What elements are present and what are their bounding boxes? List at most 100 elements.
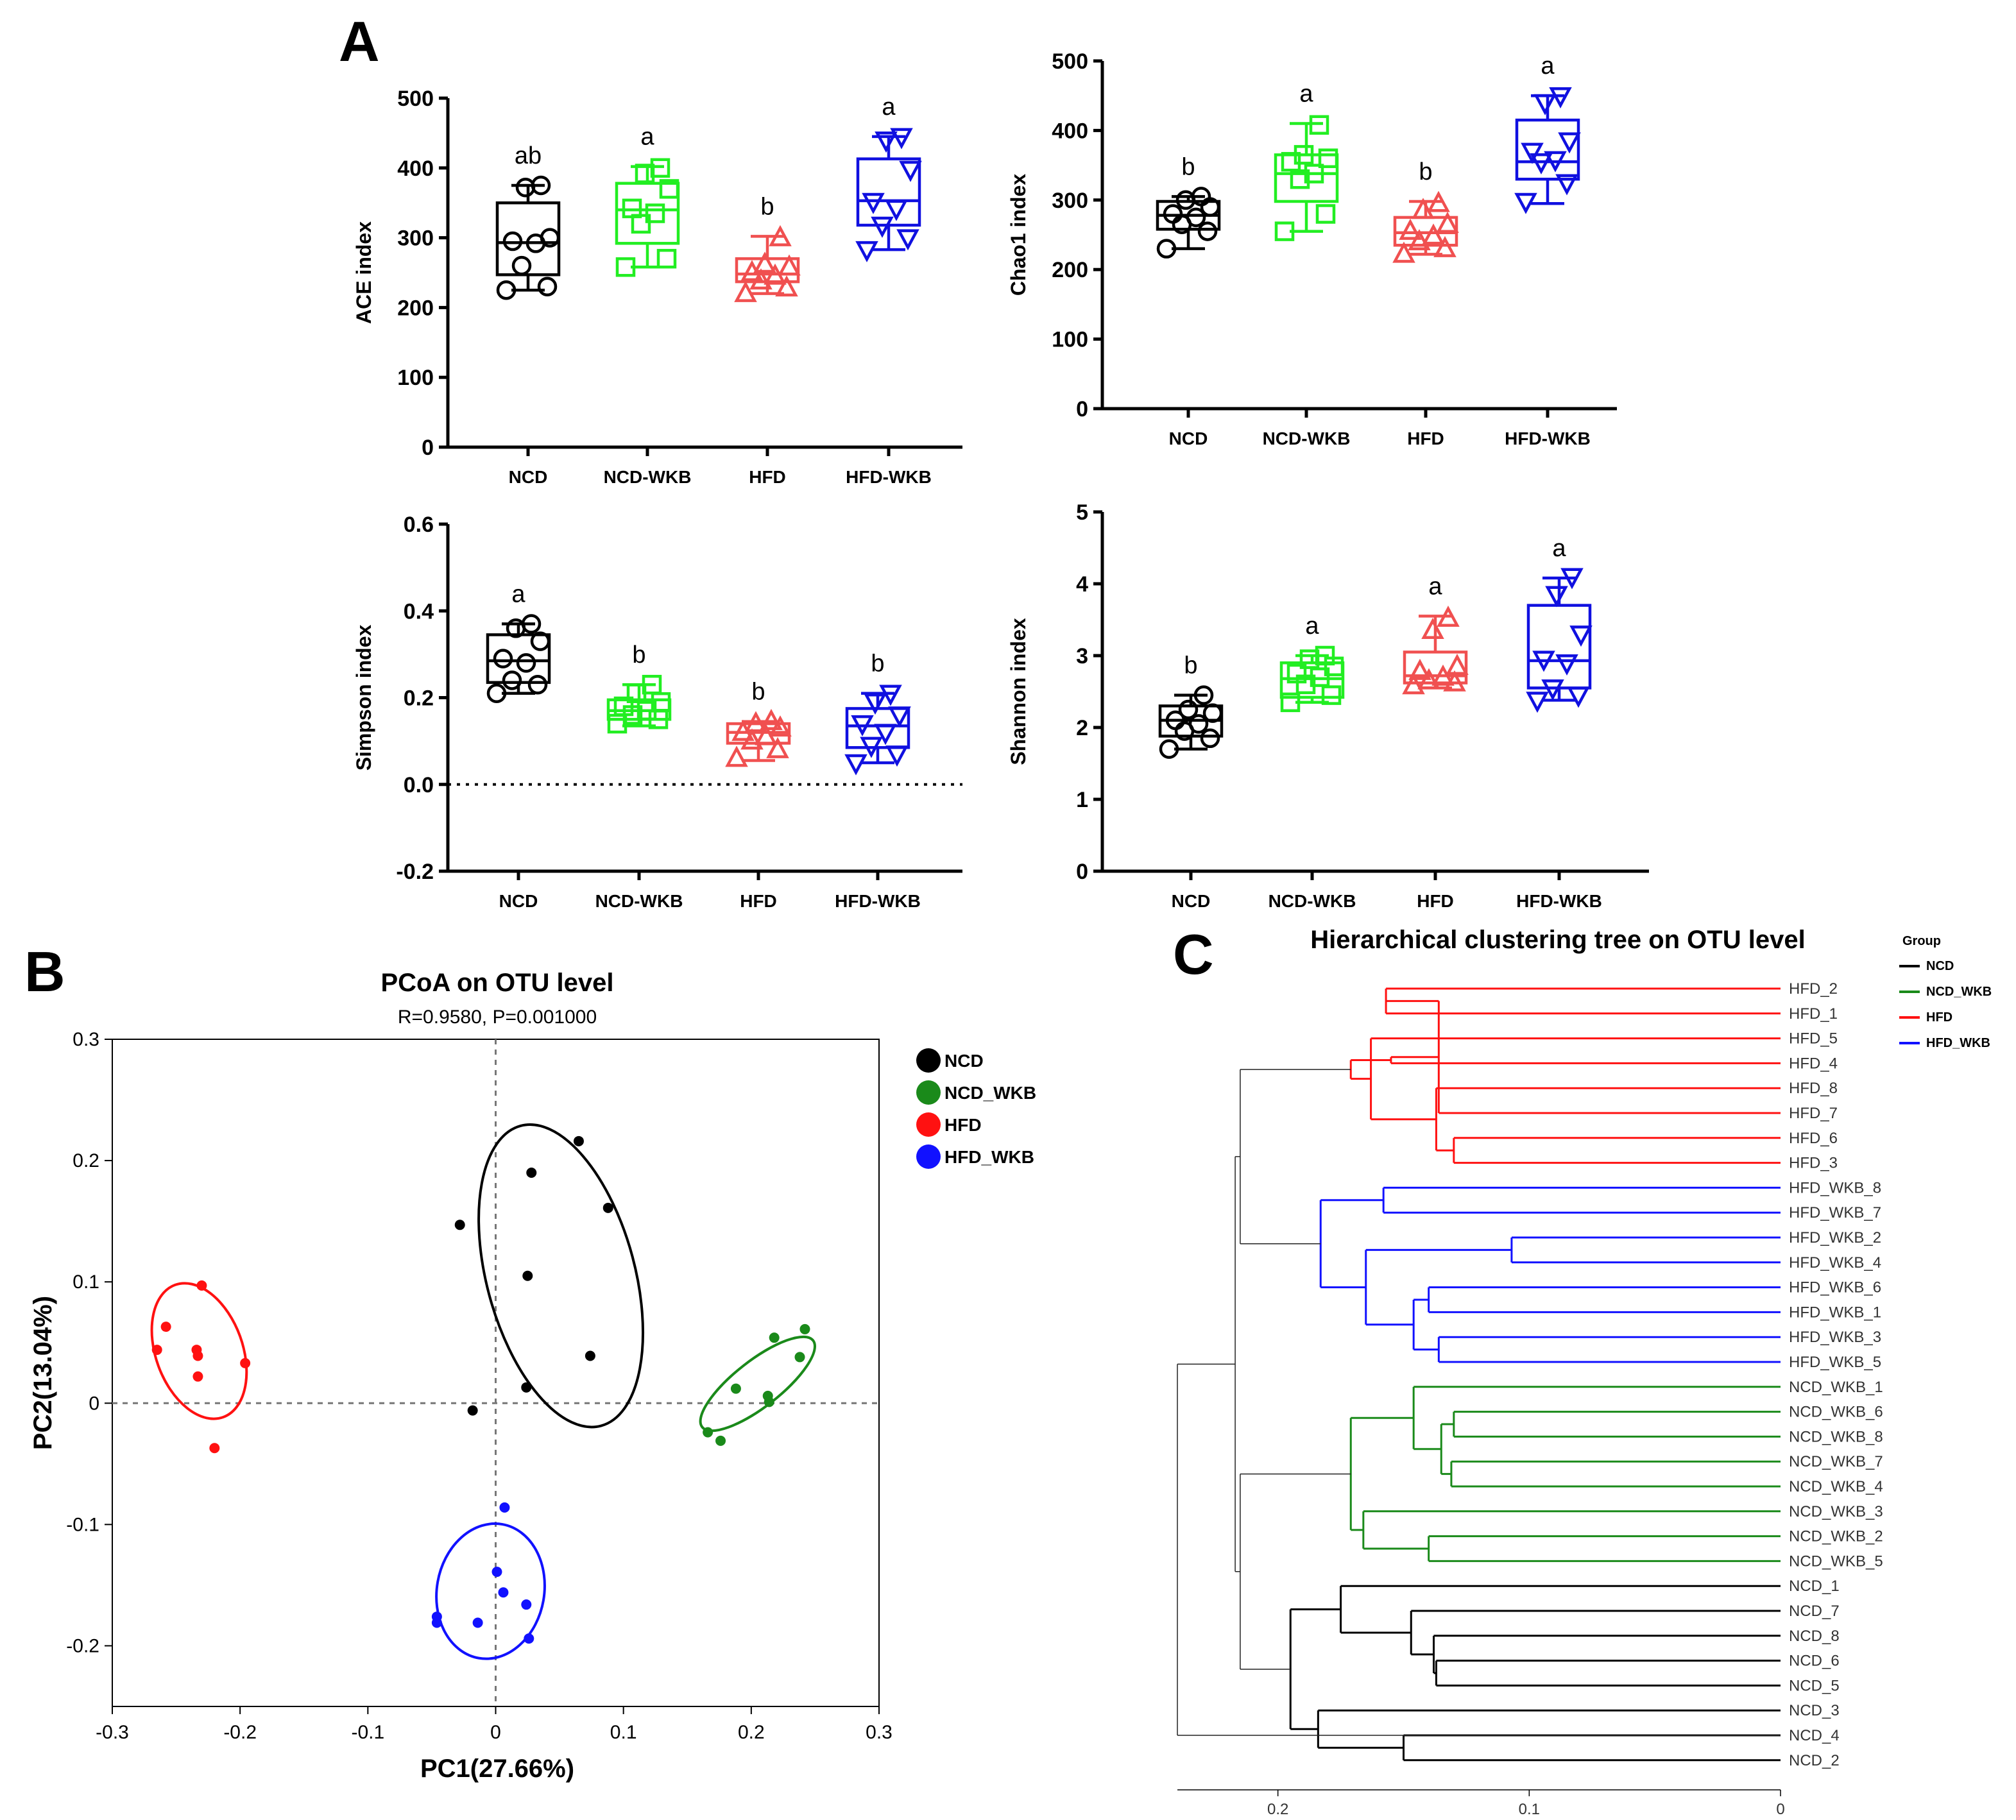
data-point	[530, 631, 551, 651]
data-point	[515, 178, 536, 198]
simpson-boxplot: -0.2 0.0 0.2 0.4 0.6 Simpson index NCD a NCD-WKB…	[352, 513, 962, 911]
category-label: NCD	[499, 891, 538, 911]
data-point	[1533, 94, 1557, 115]
data-point	[613, 696, 634, 717]
data-point	[151, 1345, 162, 1356]
y-tick-label: -0.2	[396, 860, 434, 884]
y-tick-label: 200	[1052, 258, 1088, 282]
data-point	[1310, 667, 1330, 687]
category-label: NCD	[1172, 891, 1211, 911]
leaf-label: NCD_8	[1789, 1628, 1840, 1645]
y-tick-label: 500	[397, 87, 434, 111]
data-point	[760, 708, 783, 730]
x-tick-label: -0.1	[351, 1722, 384, 1743]
data-point	[1159, 739, 1179, 759]
data-point	[896, 229, 919, 251]
data-point	[493, 649, 513, 668]
data-point	[769, 715, 792, 737]
significance-letter: b	[871, 651, 884, 677]
data-point	[885, 745, 909, 767]
data-point	[516, 653, 536, 673]
leaf-label: NCD_4	[1789, 1727, 1840, 1744]
legend-marker	[916, 1048, 941, 1073]
legend-label: NCD	[1926, 959, 1954, 973]
data-point	[1274, 221, 1295, 241]
data-point	[472, 1617, 483, 1628]
category-label: NCD	[1169, 429, 1208, 448]
leaf-label: HFD_2	[1789, 980, 1838, 998]
data-point	[502, 670, 522, 690]
leaf-label: NCD_WKB_8	[1789, 1428, 1883, 1445]
data-point	[860, 736, 883, 758]
leaf-label: HFD_8	[1789, 1080, 1838, 1097]
x-tick-label: -0.3	[96, 1722, 129, 1743]
leaf-label: NCD_WKB_4	[1789, 1478, 1883, 1495]
data-point	[1191, 187, 1211, 207]
data-point	[885, 200, 908, 221]
data-point	[874, 724, 897, 745]
legend-marker	[916, 1144, 941, 1169]
y-tick-label: 0	[1076, 860, 1088, 884]
data-point	[1286, 663, 1307, 684]
leaf-label: NCD_3	[1789, 1702, 1840, 1719]
data-point	[524, 1633, 534, 1644]
data-point	[1446, 654, 1469, 676]
data-point	[734, 280, 757, 302]
y-axis-label: Chao1 index	[1007, 174, 1030, 296]
box	[1274, 153, 1339, 203]
y-axis-label: ACE index	[352, 221, 375, 324]
data-point	[1437, 606, 1460, 627]
data-point	[1392, 241, 1415, 263]
data-point	[573, 1135, 584, 1146]
data-point	[511, 255, 532, 276]
data-point	[491, 1567, 502, 1578]
legend-label: HFD	[944, 1115, 982, 1135]
legend-label: NCD_WKB	[1926, 985, 1992, 999]
data-point	[725, 745, 748, 767]
data-point	[888, 706, 911, 728]
data-point	[499, 1502, 510, 1513]
data-point	[486, 683, 507, 703]
data-point	[521, 1382, 532, 1393]
x-tick-label: 0.2	[1267, 1801, 1288, 1818]
x-tick-label: 0.1	[610, 1722, 637, 1743]
data-point	[764, 1397, 774, 1408]
data-point	[527, 674, 548, 695]
data-point	[1431, 664, 1455, 686]
tree-title: Hierarchical clustering tree on OTU leve…	[1310, 926, 1805, 954]
data-point	[521, 614, 542, 634]
significance-letter: a	[1299, 81, 1313, 108]
data-point	[196, 1280, 207, 1291]
data-point	[645, 203, 665, 223]
significance-letter: ab	[515, 142, 542, 169]
significance-letter: b	[760, 193, 774, 220]
confidence-ellipse	[150, 1282, 248, 1420]
data-point	[1436, 211, 1459, 233]
significance-letter: a	[882, 94, 896, 121]
data-point	[1433, 235, 1456, 257]
category-label: HFD-WKB	[1505, 429, 1591, 448]
leaf-label: NCD_WKB_1	[1789, 1379, 1883, 1396]
data-point	[521, 1599, 532, 1610]
category-label: NCD-WKB	[604, 467, 692, 487]
pcoa-subtitle: R=0.9580, P=0.001000	[398, 1007, 597, 1028]
y-tick-label: 2	[1076, 716, 1088, 740]
data-point	[1521, 142, 1544, 164]
data-point	[1321, 685, 1342, 705]
data-point	[1427, 191, 1450, 212]
significance-letter: a	[1552, 535, 1566, 562]
significance-letter: b	[632, 642, 645, 668]
data-point	[1304, 164, 1324, 183]
data-point	[799, 1323, 810, 1334]
category-label: NCD-WKB	[1263, 429, 1351, 448]
data-point	[753, 251, 776, 273]
y-tick-label: 0.0	[404, 773, 434, 797]
data-point	[769, 1332, 780, 1343]
y-tick-label: 400	[1052, 119, 1088, 143]
data-point	[502, 231, 523, 251]
y-tick-label: 100	[397, 366, 434, 390]
box	[1526, 604, 1592, 690]
confidence-ellipse	[699, 1335, 816, 1433]
y-tick-label: 300	[1052, 189, 1088, 213]
